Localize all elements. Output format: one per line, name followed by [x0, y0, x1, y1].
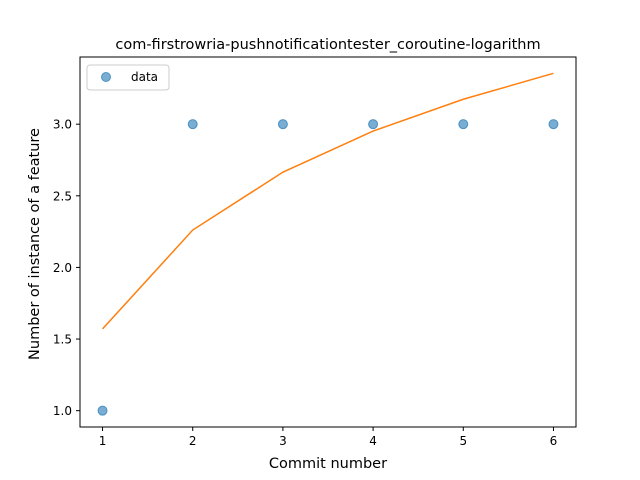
legend-marker — [101, 72, 111, 82]
data-point — [277, 119, 288, 130]
x-tick-label: 1 — [99, 434, 107, 448]
plot-area — [79, 56, 577, 428]
x-axis-label: Commit number — [269, 456, 387, 472]
y-axis-label: Number of instance of a feature — [27, 128, 43, 360]
legend-box — [86, 64, 170, 91]
y-tick-label: 1.5 — [53, 333, 72, 347]
fit-line-series — [101, 72, 554, 330]
y-tick-label: 2.5 — [53, 189, 72, 203]
fit-line — [101, 72, 554, 330]
data-point — [548, 119, 559, 130]
chart-title: com-firstrowria-pushnotificationtester_c… — [115, 37, 540, 53]
y-tick-label: 2.0 — [53, 261, 72, 275]
y-tick-label: 3.0 — [53, 118, 72, 132]
data-point — [187, 119, 198, 130]
x-tick-label: 6 — [550, 434, 558, 448]
data-point — [97, 405, 108, 416]
data-points-series — [97, 119, 559, 416]
data-point — [458, 119, 469, 130]
legend-label: data — [131, 70, 158, 84]
x-tick-label: 2 — [189, 434, 197, 448]
x-axis-ticks: 1 2 3 4 5 6 — [99, 427, 558, 448]
x-tick-label: 3 — [279, 434, 287, 448]
legend: data — [86, 64, 170, 91]
x-tick-label: 4 — [369, 434, 377, 448]
y-axis-ticks: 1.0 1.5 2.0 2.5 3.0 — [53, 118, 80, 418]
data-point — [368, 119, 379, 130]
x-tick-label: 5 — [459, 434, 467, 448]
plot-frame — [79, 56, 577, 428]
y-tick-label: 1.0 — [53, 404, 72, 418]
